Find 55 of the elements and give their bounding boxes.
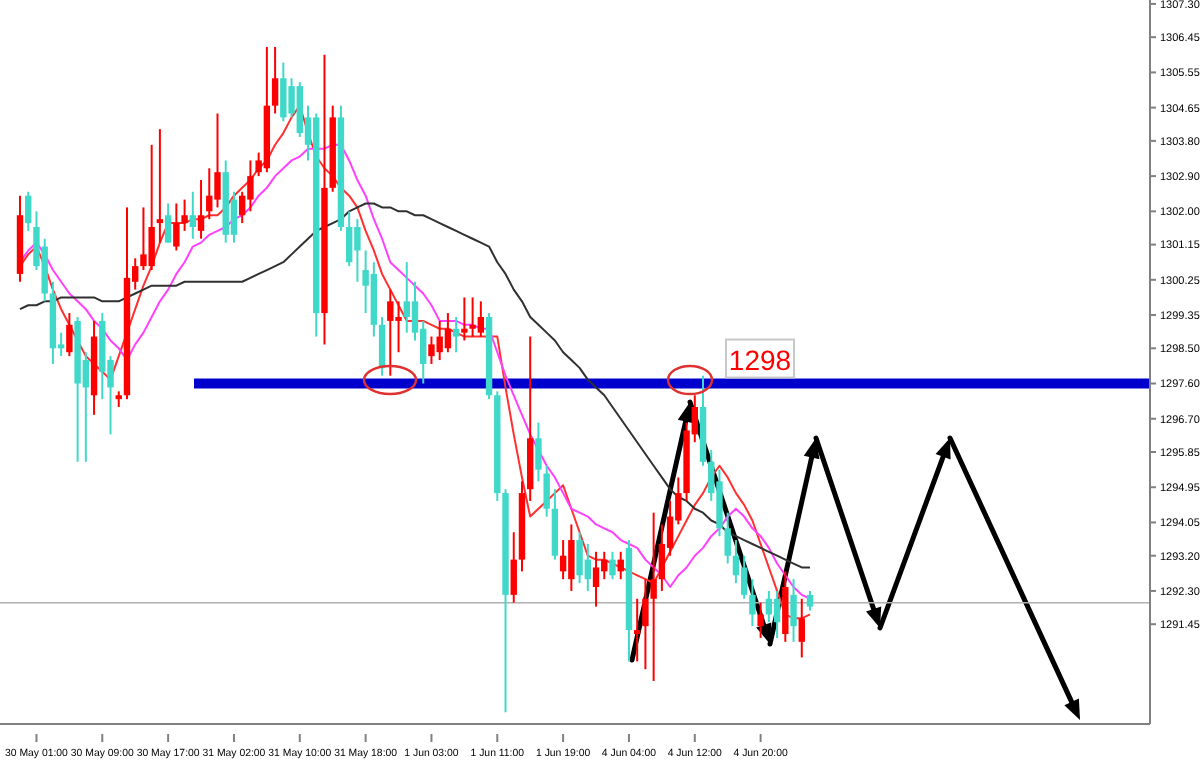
candlestick bbox=[584, 542, 592, 592]
candlestick bbox=[765, 589, 773, 624]
candlestick bbox=[25, 190, 32, 232]
candlestick bbox=[197, 179, 205, 240]
candlestick bbox=[650, 511, 657, 682]
candlestick bbox=[181, 198, 188, 232]
candlestick bbox=[559, 539, 567, 581]
candlestick bbox=[428, 335, 435, 365]
candlestick bbox=[609, 550, 616, 581]
candlestick bbox=[790, 578, 797, 643]
candlestick bbox=[140, 206, 147, 272]
line-series bbox=[19, 202, 811, 569]
candlestick bbox=[214, 112, 221, 209]
candlestick bbox=[247, 159, 254, 213]
candlestick bbox=[444, 312, 452, 354]
ref-line-label: 1298 bbox=[728, 343, 792, 376]
candlestick bbox=[798, 597, 805, 659]
candlestick bbox=[477, 300, 485, 338]
candlestick bbox=[716, 468, 723, 538]
candlestick bbox=[551, 488, 559, 561]
candlestick bbox=[387, 288, 394, 377]
candlestick bbox=[773, 589, 781, 639]
candlestick bbox=[206, 167, 213, 221]
candlestick bbox=[173, 202, 180, 252]
candlestick bbox=[535, 421, 542, 483]
candlestick bbox=[510, 531, 517, 604]
candlestick bbox=[156, 128, 164, 244]
candlestick bbox=[633, 597, 641, 663]
candlestick bbox=[642, 578, 649, 671]
candlestick bbox=[757, 601, 764, 639]
candlestick bbox=[164, 202, 172, 244]
candlestick bbox=[576, 531, 583, 585]
candlestick bbox=[354, 218, 361, 283]
candlestick bbox=[543, 464, 550, 518]
candlestick bbox=[782, 570, 789, 643]
candlestick bbox=[592, 550, 600, 608]
candlestick bbox=[724, 511, 731, 565]
candlestick bbox=[296, 81, 303, 138]
candlestick bbox=[568, 523, 575, 592]
candlestick bbox=[395, 300, 402, 354]
candlestick bbox=[345, 210, 353, 268]
candlestick bbox=[452, 315, 460, 354]
candlestick bbox=[280, 61, 287, 123]
candlestick bbox=[658, 523, 666, 592]
candlestick bbox=[436, 319, 443, 362]
candlestick bbox=[189, 190, 197, 240]
candlestick bbox=[469, 296, 476, 338]
candlestick bbox=[148, 143, 155, 272]
candlestick bbox=[461, 296, 468, 342]
candlestick bbox=[806, 589, 814, 612]
candlestick bbox=[740, 554, 748, 600]
candlestick bbox=[403, 261, 410, 334]
candlestick bbox=[66, 312, 73, 358]
candlestick bbox=[749, 578, 756, 628]
candlestick bbox=[271, 45, 279, 115]
